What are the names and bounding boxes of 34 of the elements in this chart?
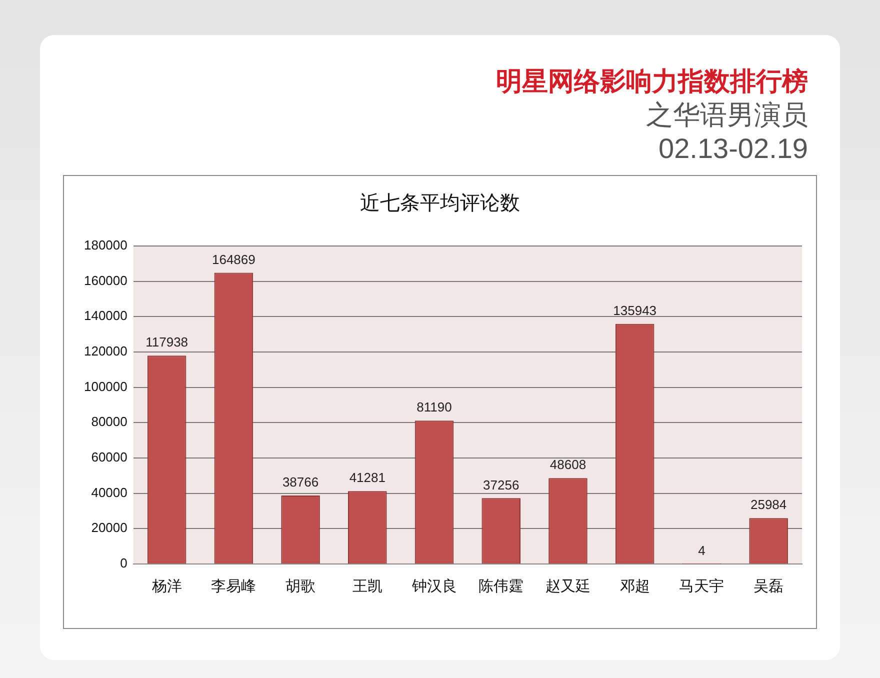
- data-label: 41281: [349, 470, 386, 486]
- data-label: 135943: [613, 302, 657, 318]
- x-tick-label: 李易峰: [211, 578, 256, 596]
- data-label: 25984: [750, 497, 787, 512]
- y-tick-label: 140000: [84, 308, 128, 324]
- data-label: 81190: [416, 400, 452, 415]
- x-tick-label: 王凯: [352, 578, 382, 596]
- x-tick-label: 赵又廷: [545, 578, 590, 596]
- y-tick-label: 0: [120, 556, 128, 571]
- data-label: 4: [698, 543, 706, 558]
- data-label: 117938: [146, 334, 188, 350]
- y-tick-label: 40000: [91, 484, 128, 500]
- x-tick-label: 陈伟霆: [478, 578, 524, 596]
- data-label: 48608: [550, 457, 586, 472]
- x-tick-label: 胡歌: [286, 578, 316, 596]
- chart-title: 明星网络影响力指数排行榜: [496, 65, 808, 98]
- data-label: 164869: [212, 252, 256, 267]
- text: 02.13-02.19: [658, 132, 808, 166]
- x-tick-label: 邓超: [620, 578, 650, 596]
- x-tick-label: 马天宇: [679, 578, 724, 596]
- x-tick-label: 钟汉良: [410, 578, 457, 596]
- y-tick-label: 80000: [91, 414, 128, 430]
- text: 近七条平均评论数: [360, 192, 520, 215]
- y-tick-label: 100000: [84, 378, 128, 394]
- y-tick-label: 180000: [84, 238, 128, 253]
- data-label: 37256: [483, 477, 520, 492]
- data-label: 38766: [282, 474, 319, 490]
- y-tick-label: 160000: [84, 272, 128, 288]
- chart-subtitle: 之华语男演员: [645, 99, 808, 132]
- x-tick-label: 吴磊: [754, 578, 784, 596]
- x-tick-label: 杨洋: [150, 578, 182, 596]
- y-tick-label: 20000: [91, 520, 128, 536]
- y-tick-label: 60000: [91, 450, 128, 465]
- y-tick-label: 120000: [84, 344, 128, 359]
